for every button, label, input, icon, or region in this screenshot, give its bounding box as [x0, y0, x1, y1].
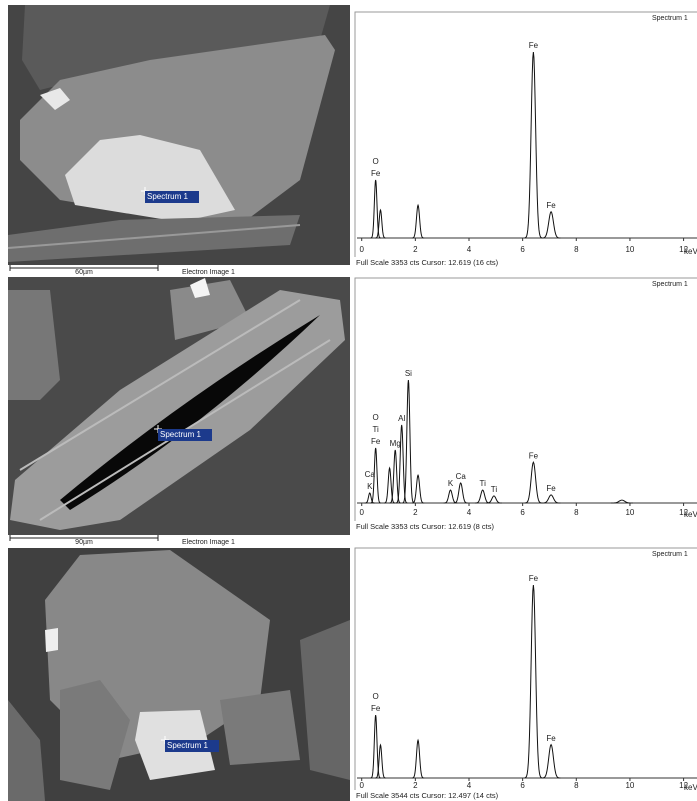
spectrum-footer: Full Scale 3353 cts Cursor: 12.619 (8 ct…	[356, 522, 494, 531]
spectrum-frame	[355, 12, 697, 257]
peak-label: K	[367, 482, 373, 491]
x-tick-label: 4	[467, 245, 472, 254]
spectrum-title: Spectrum 1	[652, 15, 688, 22]
peak-label: Ti	[372, 425, 379, 434]
peak-label: Fe	[371, 437, 381, 446]
spectrum-peak	[370, 180, 380, 238]
peak-label: Ca	[456, 472, 467, 481]
spectrum-peak	[542, 212, 561, 238]
scale-label: 60µm	[75, 269, 93, 276]
spectrum-peak	[486, 496, 502, 503]
spectrum-peak	[375, 210, 386, 238]
spectrum-footer: Full Scale 3544 cts Cursor: 12.497 (14 c…	[356, 791, 499, 800]
x-tick-label: 2	[413, 245, 418, 254]
spectrum-peak	[524, 462, 542, 503]
x-tick-label: 8	[574, 245, 579, 254]
peak-label: Fe	[371, 169, 381, 178]
spectrum-label: Spectrum 1	[147, 192, 188, 201]
peak-label: Fe	[529, 574, 539, 583]
image-caption: Electron Image 1	[182, 539, 235, 546]
spectrum-title: Spectrum 1	[652, 551, 688, 558]
peak-label: Fe	[546, 201, 556, 210]
spectrum-peak	[542, 495, 561, 503]
x-tick-label: 0	[359, 781, 364, 790]
peak-label: Fe	[529, 41, 539, 50]
spectrum-peak	[370, 715, 380, 778]
sem-image	[8, 5, 350, 265]
spectrum-label: Spectrum 1	[167, 741, 208, 750]
x-tick-label: 10	[625, 508, 634, 517]
peak-label: Ti	[491, 485, 498, 494]
x-tick-label: 6	[520, 781, 525, 790]
spectrum-peak	[444, 490, 458, 503]
x-tick-label: 6	[520, 245, 525, 254]
peak-label: K	[448, 479, 454, 488]
peak-label: Fe	[546, 484, 556, 493]
x-tick-label: 2	[413, 781, 418, 790]
spectrum-peak	[453, 483, 467, 503]
x-tick-label: 4	[467, 781, 472, 790]
spectrum-peak	[542, 745, 561, 778]
peak-label: Fe	[546, 734, 556, 743]
x-tick-label: 0	[359, 245, 364, 254]
x-tick-label: 6	[520, 508, 525, 517]
peak-label: O	[373, 692, 379, 701]
spectrum-peak	[375, 745, 386, 778]
spectrum-peak	[412, 740, 424, 778]
peak-label: Fe	[371, 704, 381, 713]
sem-image	[8, 548, 350, 801]
spectrum-footer: Full Scale 3353 cts Cursor: 12.619 (16 c…	[356, 258, 499, 267]
peak-label: Al	[398, 414, 405, 423]
x-tick-label: 8	[574, 508, 579, 517]
spectrum-peak	[475, 490, 490, 503]
figure: Spectrum 1 60µm Electron Image 1 Spectrum 1…	[0, 0, 697, 801]
peak-label: Fe	[529, 451, 539, 460]
x-tick-label: 8	[574, 781, 579, 790]
x-tick-label: 0	[359, 508, 364, 517]
x-axis-label: keV	[684, 510, 697, 519]
image-caption: Electron Image 1	[182, 269, 235, 276]
x-tick-label: 4	[467, 508, 472, 517]
spectrum-frame	[355, 548, 697, 790]
x-axis-label: keV	[684, 783, 697, 792]
peak-label: Si	[405, 369, 412, 378]
spectrum-label: Spectrum 1	[160, 430, 201, 439]
spectrum-peak	[524, 52, 542, 238]
spectrum-title: Spectrum 1	[652, 281, 688, 288]
peak-label: Mg	[390, 439, 401, 448]
spectrum-peak	[412, 475, 424, 503]
peak-label: Ti	[479, 479, 486, 488]
x-tick-label: 10	[625, 781, 634, 790]
spectrum-peak	[412, 205, 424, 238]
sem-image	[8, 277, 350, 535]
peak-label: O	[373, 413, 379, 422]
spectrum-frame	[355, 278, 697, 521]
peak-label: O	[373, 157, 379, 166]
scale-label: 90µm	[75, 539, 93, 546]
x-tick-label: 10	[625, 245, 634, 254]
x-tick-label: 2	[413, 508, 418, 517]
spectrum-peak	[524, 585, 542, 778]
x-axis-label: keV	[684, 247, 697, 256]
